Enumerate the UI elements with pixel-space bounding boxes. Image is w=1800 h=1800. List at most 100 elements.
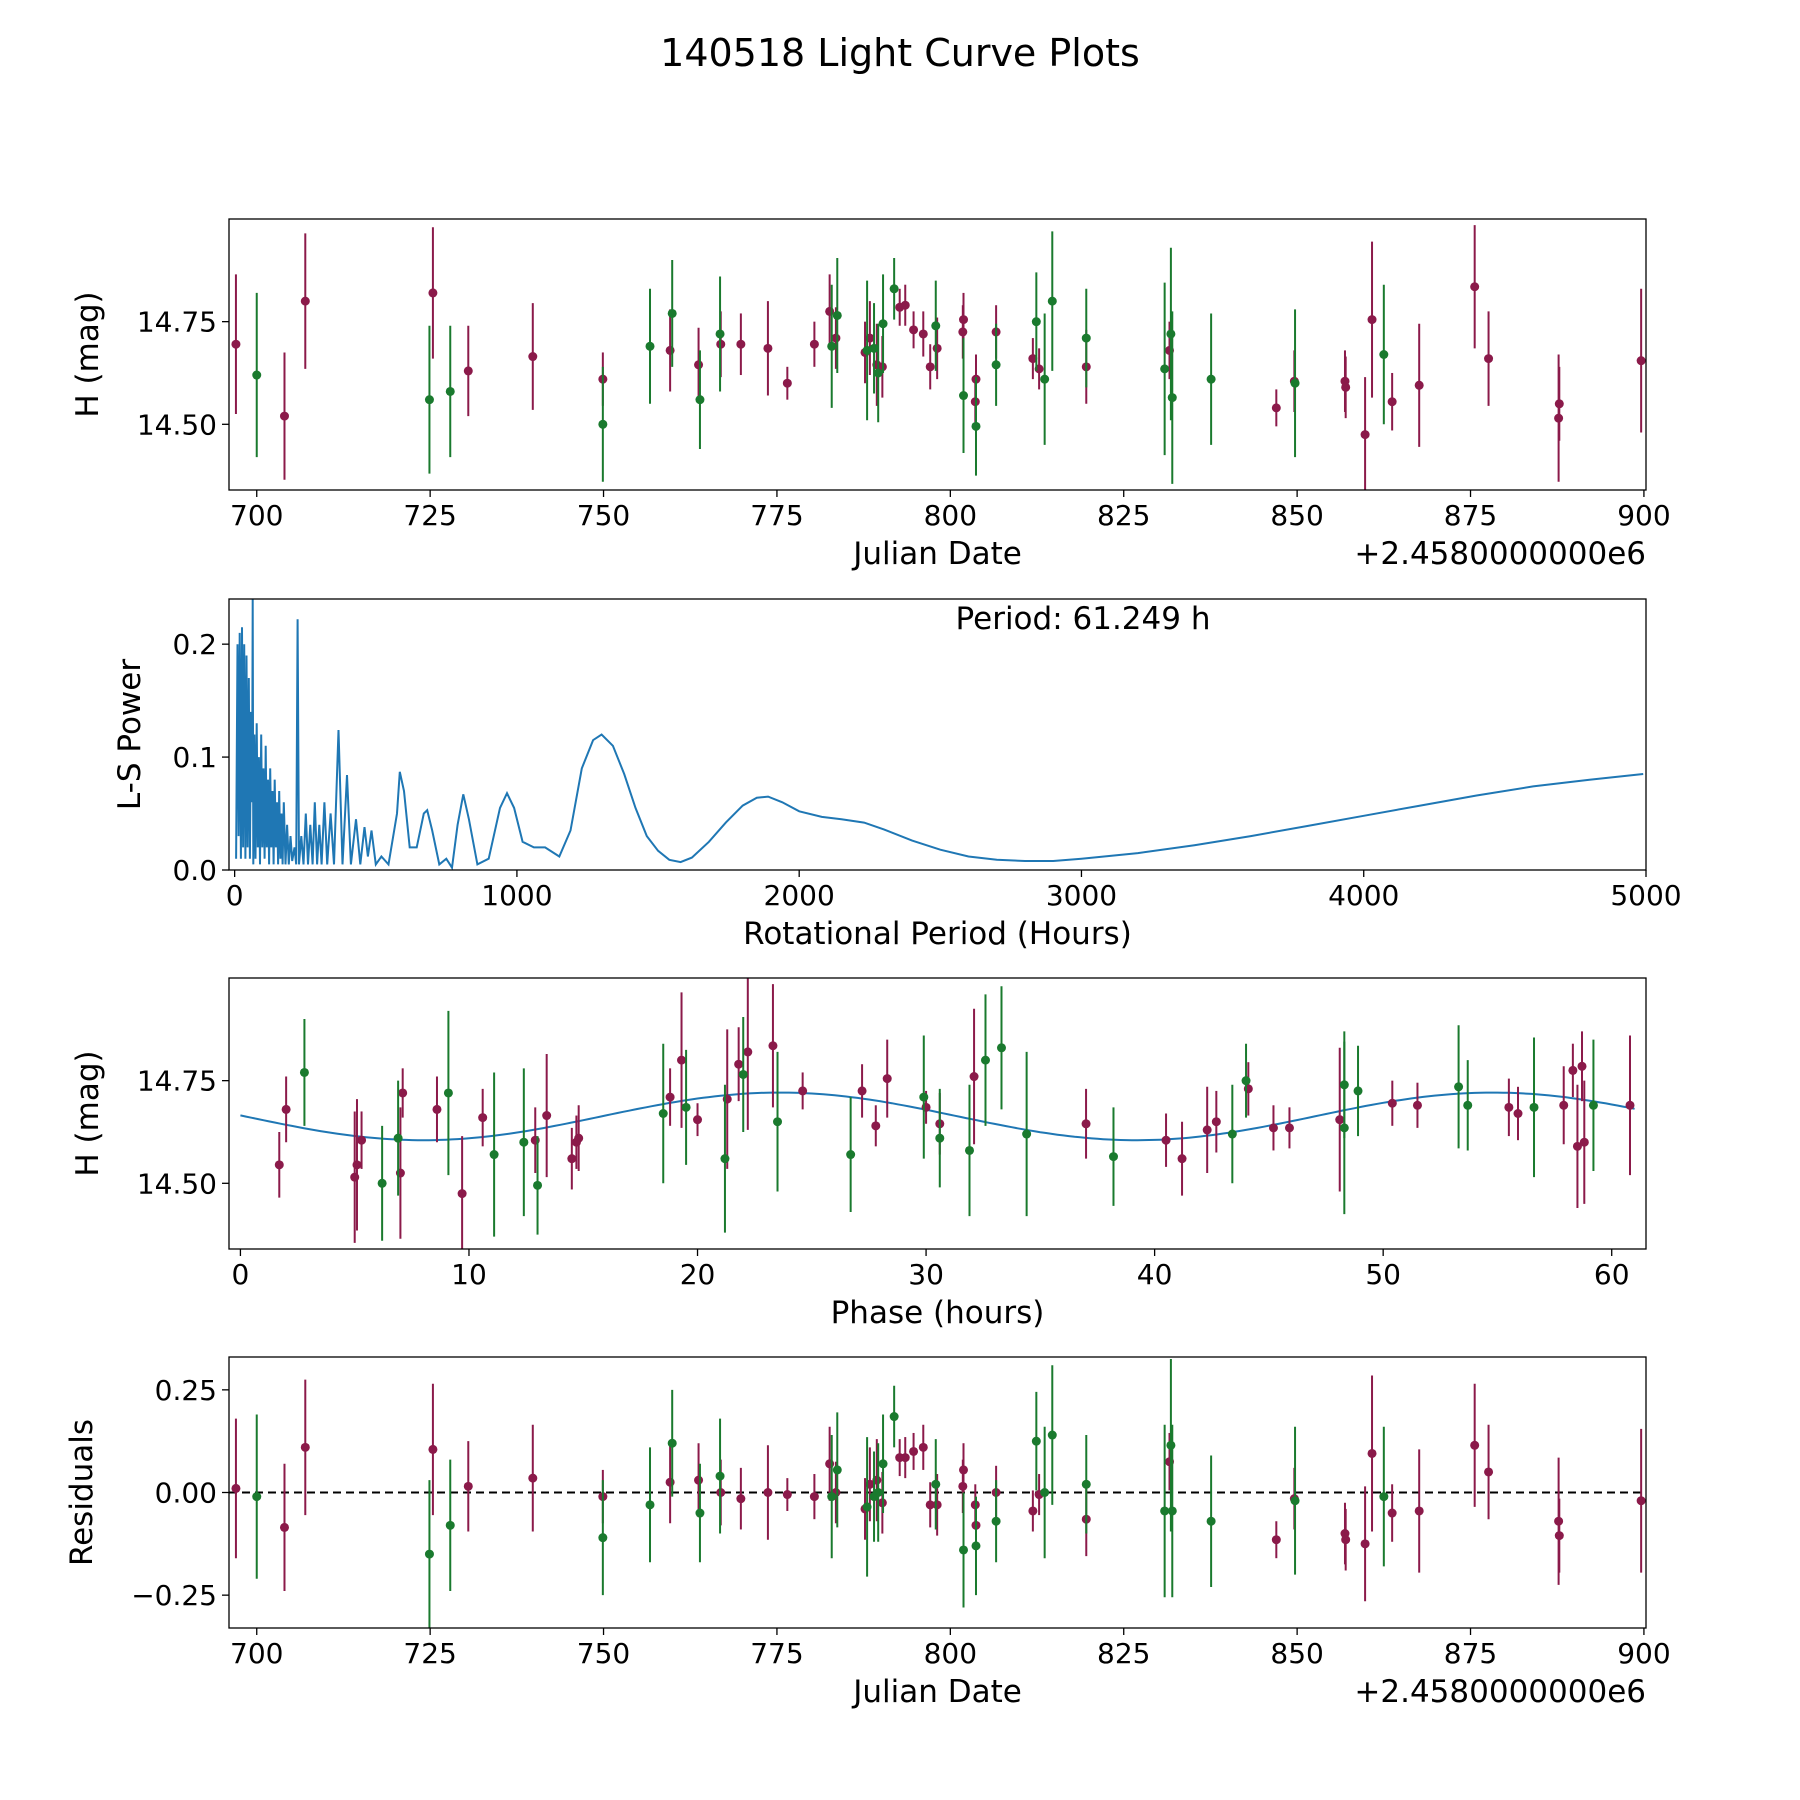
y-tick-label: −0.25 <box>131 1579 217 1612</box>
data-point-green <box>991 360 1001 370</box>
panel-periodogram: 0 1000 2000 3000 4000 5000 0.0 0.1 0.2 Rotational… <box>112 598 1682 952</box>
x-tick-label: 0 <box>226 879 244 912</box>
x-tick-label: 900 <box>1617 1637 1670 1670</box>
data-point-green <box>533 1180 543 1190</box>
y-axis-label: H (mag) <box>70 291 106 417</box>
x-tick-label: 60 <box>1594 1258 1630 1291</box>
data-point-maroon <box>925 362 935 372</box>
plot-area <box>235 599 1644 870</box>
data-point-green <box>873 368 883 378</box>
data-point-maroon <box>457 1189 467 1199</box>
data-point-green <box>1047 296 1057 306</box>
data-point-maroon <box>1484 1467 1494 1477</box>
data-point-green <box>827 341 837 351</box>
data-point-green <box>1022 1129 1032 1139</box>
data-point-maroon <box>398 1088 408 1098</box>
data-point-green <box>720 1154 730 1164</box>
data-point-green <box>832 310 842 320</box>
data-point-maroon <box>231 339 241 349</box>
x-tick-label: 2000 <box>764 879 835 912</box>
data-point-maroon <box>909 1446 919 1456</box>
data-point-maroon <box>918 1442 928 1452</box>
data-point-maroon <box>900 1453 910 1463</box>
model-fit-curve <box>240 1091 1635 1142</box>
data-point-green <box>1290 1496 1300 1506</box>
data-point-maroon <box>736 1494 746 1504</box>
data-point-maroon <box>809 1492 819 1502</box>
data-point-maroon <box>1360 430 1370 440</box>
data-point-green <box>991 1516 1001 1526</box>
data-point-maroon <box>736 339 746 349</box>
data-point-maroon <box>693 1115 703 1125</box>
data-point-green <box>1047 1430 1057 1440</box>
x-tick-label: 50 <box>1365 1258 1401 1291</box>
y-tick-label: 0.25 <box>155 1374 217 1407</box>
x-tick-label: 850 <box>1270 1637 1323 1670</box>
data-point-maroon <box>763 1488 773 1497</box>
data-point-maroon <box>1081 1119 1091 1129</box>
data-point-maroon <box>463 1481 473 1491</box>
data-point-maroon <box>1414 1506 1424 1516</box>
x-tick-label: 5000 <box>1610 879 1681 912</box>
data-point-green <box>1290 378 1300 388</box>
data-point-maroon <box>969 1072 979 1082</box>
data-point-maroon <box>825 306 835 316</box>
data-point-maroon <box>782 1490 792 1500</box>
x-tick-label: 775 <box>750 499 803 532</box>
data-point-green <box>695 1508 705 1518</box>
data-point-maroon <box>932 343 942 353</box>
data-point-maroon <box>1271 403 1281 413</box>
x-tick-label: 3000 <box>1046 879 1117 912</box>
data-point-green <box>1081 333 1091 343</box>
y-tick-label: 0.1 <box>172 741 217 774</box>
data-point-maroon <box>300 296 310 306</box>
figure-title: 140518 Light Curve Plots <box>660 31 1140 75</box>
data-point-maroon <box>428 288 438 298</box>
data-point-green <box>667 1438 677 1448</box>
data-point-green <box>393 1133 403 1143</box>
x-tick-label: 825 <box>1097 1637 1150 1670</box>
data-point-green <box>1379 350 1389 359</box>
data-point-maroon <box>231 1483 241 1493</box>
data-point-maroon <box>694 360 704 370</box>
data-point-maroon <box>1577 1061 1587 1071</box>
data-point-maroon <box>281 1104 291 1114</box>
data-point-maroon <box>1177 1154 1187 1164</box>
data-point-maroon <box>574 1133 584 1143</box>
data-point-green <box>862 1502 872 1512</box>
data-point-maroon <box>932 1500 942 1510</box>
data-point-maroon <box>1412 1100 1422 1110</box>
data-point-maroon <box>1284 1123 1294 1133</box>
data-point-maroon <box>279 411 289 421</box>
data-point-green <box>980 1055 990 1065</box>
data-point-green <box>1031 1436 1041 1446</box>
data-point-green <box>445 1520 455 1530</box>
data-point-maroon <box>1636 356 1646 366</box>
data-point-green <box>377 1178 387 1188</box>
x-tick-label: 700 <box>230 499 283 532</box>
data-point-maroon <box>734 1059 744 1069</box>
data-point-maroon <box>1335 1115 1345 1125</box>
data-point-green <box>878 319 888 329</box>
data-point-green <box>645 341 655 351</box>
data-point-maroon <box>665 1477 675 1487</box>
data-point-maroon <box>798 1086 808 1096</box>
data-point-green <box>1160 364 1170 374</box>
data-point-green <box>1081 1479 1091 1489</box>
data-point-maroon <box>1625 1100 1635 1110</box>
data-point-maroon <box>1271 1535 1281 1545</box>
data-point-green <box>1040 374 1050 384</box>
data-point-maroon <box>567 1154 577 1164</box>
data-point-maroon <box>1161 1135 1171 1145</box>
x-tick-label: 40 <box>1137 1258 1173 1291</box>
x-tick-label: 750 <box>577 499 630 532</box>
data-point-green <box>971 421 981 431</box>
data-point-green <box>715 329 725 339</box>
x-tick-label: 875 <box>1444 499 1497 532</box>
data-point-green <box>1166 1440 1176 1450</box>
data-point-maroon <box>274 1160 284 1170</box>
data-point-green <box>889 1412 899 1422</box>
panel-phased: 0 10 20 30 40 50 60 14.50 14.75 Phase (hours) H (m… <box>70 977 1647 1331</box>
x-tick-label: 725 <box>403 499 456 532</box>
data-point-green <box>424 1549 434 1559</box>
